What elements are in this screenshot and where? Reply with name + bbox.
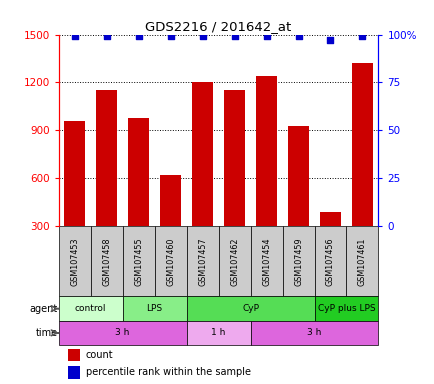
Bar xyxy=(314,226,345,296)
Bar xyxy=(64,121,85,226)
Text: agent: agent xyxy=(30,304,58,314)
Bar xyxy=(192,83,213,226)
Bar xyxy=(218,226,250,296)
Bar xyxy=(186,321,250,345)
Text: 3 h: 3 h xyxy=(306,328,321,338)
Bar xyxy=(160,175,181,226)
Text: GSM107453: GSM107453 xyxy=(70,237,79,286)
Bar xyxy=(128,118,149,226)
Bar xyxy=(186,296,314,321)
Text: time: time xyxy=(36,328,58,338)
Bar xyxy=(155,226,186,296)
Bar xyxy=(186,226,218,296)
Text: count: count xyxy=(85,350,113,360)
Point xyxy=(230,33,237,40)
Bar xyxy=(346,226,378,296)
Text: GSM107454: GSM107454 xyxy=(261,237,270,286)
Bar xyxy=(314,296,378,321)
Point xyxy=(263,33,270,40)
Point xyxy=(326,37,333,43)
Bar xyxy=(122,226,155,296)
Bar xyxy=(68,366,80,379)
Bar xyxy=(68,349,80,361)
Text: 3 h: 3 h xyxy=(115,328,130,338)
Point xyxy=(71,33,78,40)
Title: GDS2216 / 201642_at: GDS2216 / 201642_at xyxy=(145,20,291,33)
Bar xyxy=(287,126,308,226)
Bar xyxy=(250,321,378,345)
Text: GSM107455: GSM107455 xyxy=(134,237,143,286)
Text: 1 h: 1 h xyxy=(211,328,225,338)
Bar xyxy=(122,296,186,321)
Bar xyxy=(59,296,122,321)
Text: GSM107462: GSM107462 xyxy=(230,237,239,286)
Bar xyxy=(224,91,244,226)
Bar xyxy=(91,226,122,296)
Point xyxy=(199,33,206,40)
Text: control: control xyxy=(75,304,106,313)
Bar xyxy=(96,91,117,226)
Text: CyP plus LPS: CyP plus LPS xyxy=(317,304,375,313)
Text: GSM107458: GSM107458 xyxy=(102,237,111,286)
Point xyxy=(294,33,301,40)
Bar xyxy=(282,226,314,296)
Bar xyxy=(351,63,372,226)
Point xyxy=(167,33,174,40)
Text: GSM107456: GSM107456 xyxy=(325,237,334,286)
Text: GSM107460: GSM107460 xyxy=(166,237,175,286)
Text: percentile rank within the sample: percentile rank within the sample xyxy=(85,367,250,377)
Text: GSM107459: GSM107459 xyxy=(293,237,302,286)
Text: GSM107461: GSM107461 xyxy=(357,237,366,286)
Bar xyxy=(250,226,282,296)
Bar xyxy=(59,321,186,345)
Bar xyxy=(319,212,340,226)
Point xyxy=(103,33,110,40)
Text: GSM107457: GSM107457 xyxy=(197,237,207,286)
Point xyxy=(358,33,365,40)
Text: CyP: CyP xyxy=(241,304,259,313)
Point xyxy=(135,33,142,40)
Bar xyxy=(256,76,276,226)
Text: LPS: LPS xyxy=(146,304,162,313)
Bar xyxy=(59,226,91,296)
